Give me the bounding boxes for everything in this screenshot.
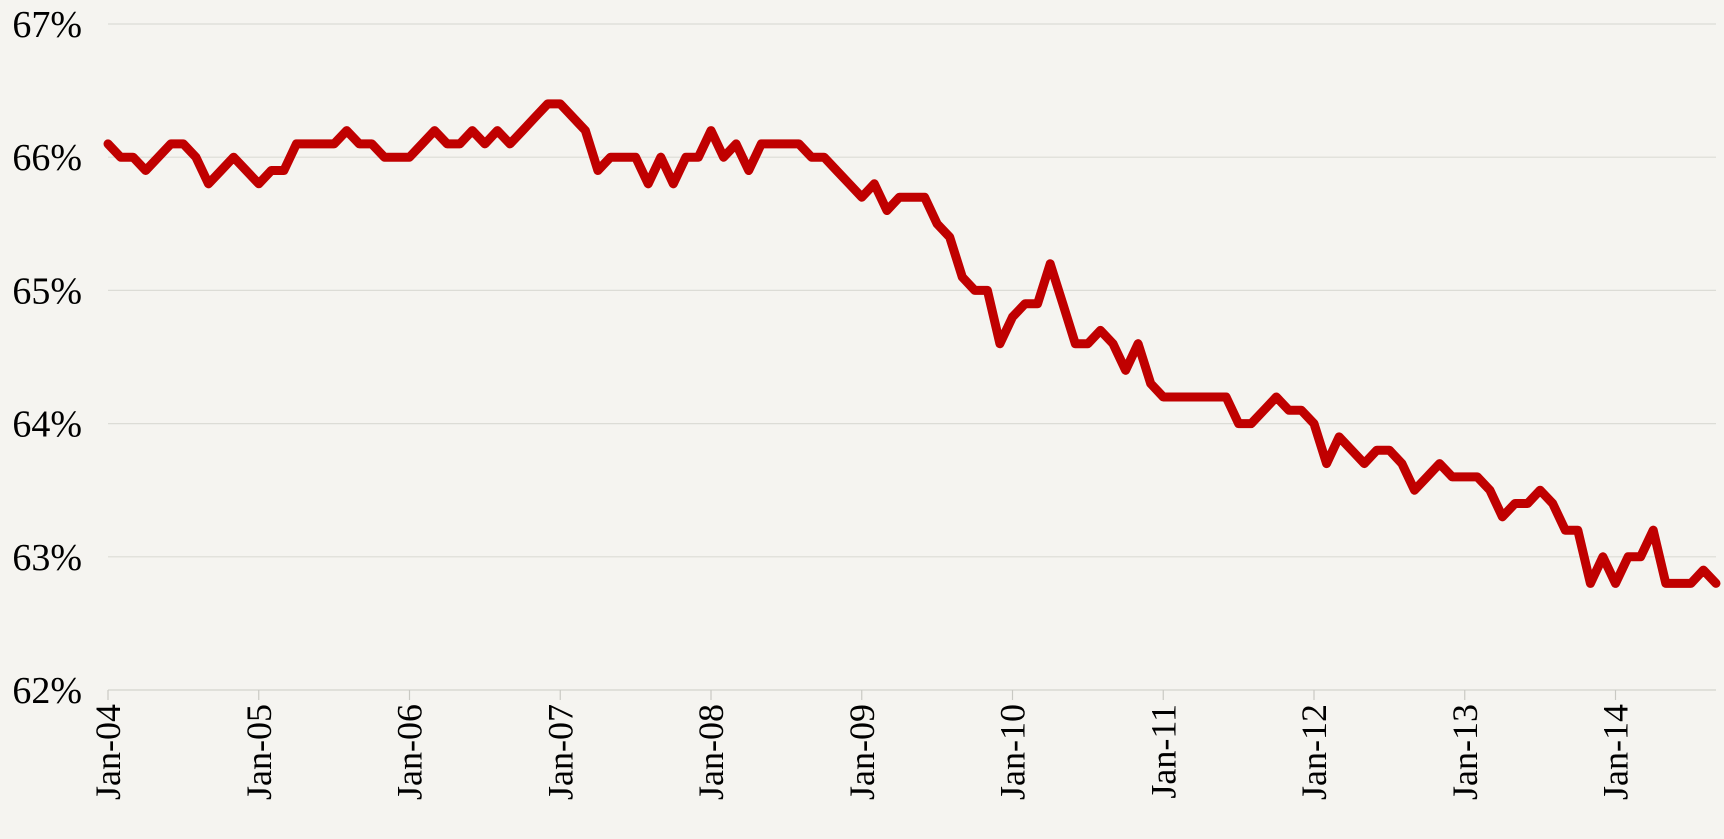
y-axis-tick-labels: 62% 63% 64% 65% 66% 67% xyxy=(12,4,82,712)
x-tick-label: Jan-11 xyxy=(1143,704,1183,799)
gridlines xyxy=(108,23,1716,558)
x-tick-label: Jan-05 xyxy=(239,704,279,800)
x-tick-label: Jan-07 xyxy=(540,704,580,800)
x-tick-label: Jan-13 xyxy=(1445,704,1485,800)
series-line xyxy=(103,99,1721,588)
y-tick-label: 65% xyxy=(12,270,82,312)
y-tick-label: 63% xyxy=(12,537,82,579)
y-tick-label: 67% xyxy=(12,4,82,46)
series-layer xyxy=(103,99,1721,588)
y-tick-label: 64% xyxy=(12,404,82,446)
x-tick-label: Jan-12 xyxy=(1294,704,1334,800)
x-tick-label: Jan-10 xyxy=(993,704,1033,800)
x-tick-label: Jan-04 xyxy=(88,704,128,800)
x-axis-tick-labels: Jan-04 Jan-05 Jan-06 Jan-07 Jan-08 Jan-09 Jan-… xyxy=(88,704,1636,800)
y-tick-label: 66% xyxy=(12,137,82,179)
x-tick-label: Jan-14 xyxy=(1596,704,1636,800)
x-tick-label: Jan-06 xyxy=(390,704,430,800)
x-axis xyxy=(107,689,1716,700)
y-tick-label: 62% xyxy=(12,670,82,712)
x-tick-label: Jan-09 xyxy=(842,704,882,800)
x-tick-label: Jan-08 xyxy=(691,704,731,800)
